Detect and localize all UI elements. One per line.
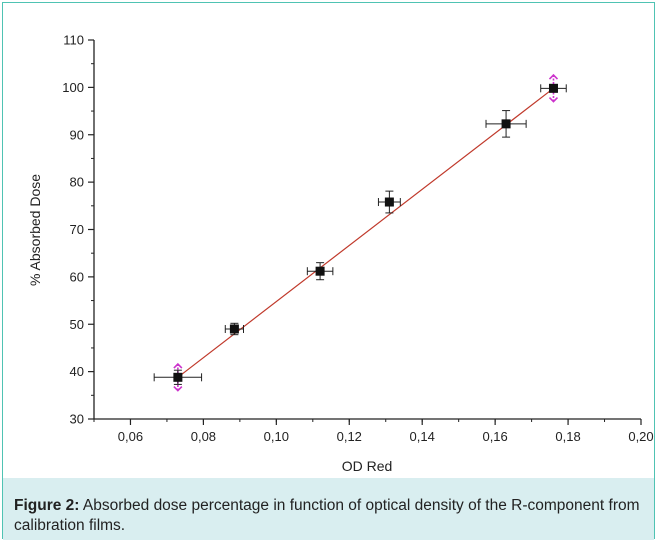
data-point xyxy=(502,119,511,128)
data-point xyxy=(385,198,394,207)
x-tick-label: 0,20 xyxy=(628,429,653,444)
y-tick-label: 80 xyxy=(70,175,84,190)
y-tick-label: 110 xyxy=(63,33,84,48)
data-point xyxy=(316,267,325,276)
x-tick-label: 0,18 xyxy=(555,429,580,444)
x-tick-label: 0,16 xyxy=(482,429,507,444)
data-point xyxy=(230,324,239,333)
data-point xyxy=(549,84,558,93)
y-axis-ticks: 30 40 50 60 70 80 90 100 110 xyxy=(62,33,94,427)
x-axis-label: OD Red xyxy=(342,458,393,474)
figure-label: Figure 2: xyxy=(14,497,79,514)
error-bars xyxy=(154,84,566,384)
y-axis-label: % Absorbed Dose xyxy=(27,174,43,286)
data-point xyxy=(173,373,182,382)
x-tick-label: 0,08 xyxy=(191,429,216,444)
caption-text: Absorbed dose percentage in function of … xyxy=(14,497,640,534)
x-tick-label: 0,10 xyxy=(264,429,289,444)
x-tick-label: 0,06 xyxy=(118,429,143,444)
scatter-chart: 0,06 0,08 0,10 0,12 0,14 0,16 0,18 0,20 30 40 50 6… xyxy=(0,0,659,480)
y-tick-label: 100 xyxy=(62,80,84,95)
y-tick-label: 90 xyxy=(70,127,84,142)
x-tick-label: 0,14 xyxy=(410,429,435,444)
figure-caption: Figure 2: Absorbed dose percentage in fu… xyxy=(14,496,644,536)
y-tick-label: 30 xyxy=(70,412,84,427)
y-tick-label: 70 xyxy=(70,222,84,237)
x-tick-label: 0,12 xyxy=(337,429,362,444)
y-tick-label: 60 xyxy=(70,269,84,284)
y-tick-label: 50 xyxy=(70,317,84,332)
x-axis-ticks: 0,06 0,08 0,10 0,12 0,14 0,16 0,18 0,20 xyxy=(94,419,654,444)
y-tick-label: 40 xyxy=(70,364,84,379)
